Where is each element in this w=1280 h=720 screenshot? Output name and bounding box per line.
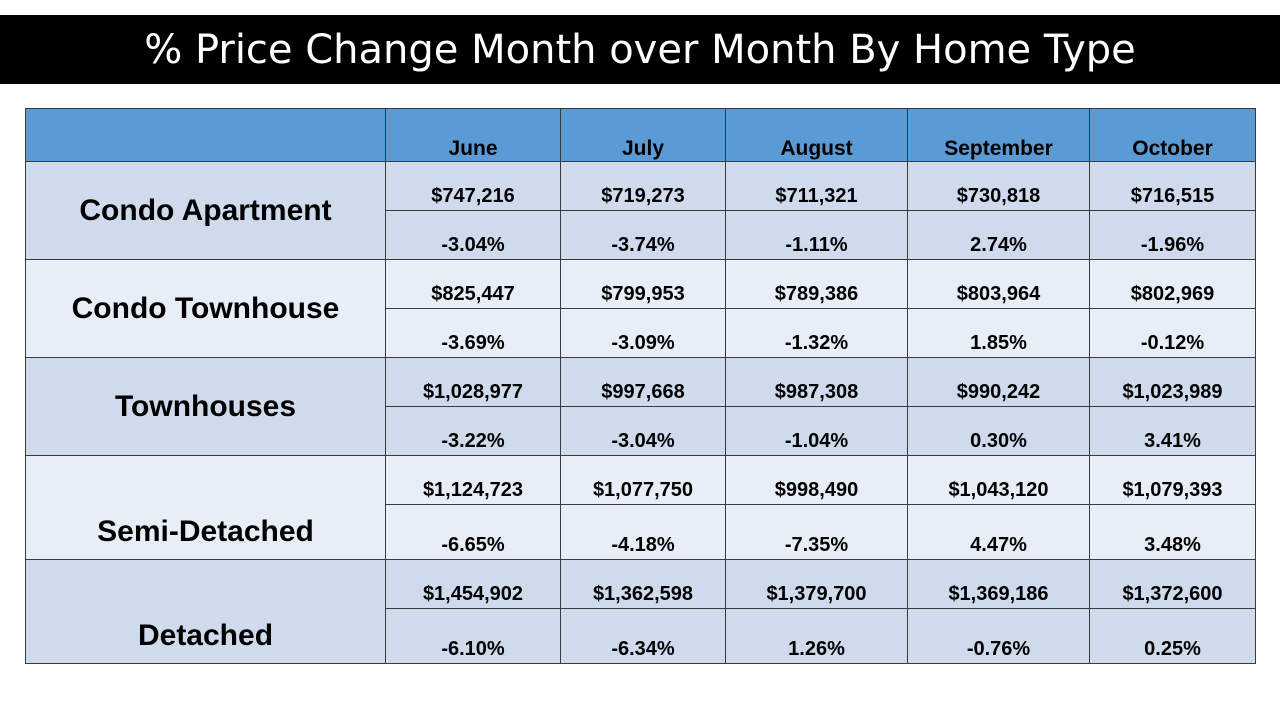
change-cell: 3.41% xyxy=(1089,406,1256,456)
change-row: -6.65% -4.18% -7.35% 4.47% 3.48% xyxy=(26,504,1256,560)
change-cell: -0.12% xyxy=(1089,308,1256,358)
price-cell: $803,964 xyxy=(907,259,1090,309)
home-type-label: Semi-Detached xyxy=(25,455,386,560)
header-month: August xyxy=(725,108,908,162)
price-cell: $1,028,977 xyxy=(385,357,561,407)
price-cell: $998,490 xyxy=(725,455,908,505)
home-type-label: Detached xyxy=(25,559,386,664)
change-cell: -1.04% xyxy=(725,406,908,456)
page-title: % Price Change Month over Month By Home … xyxy=(144,26,1136,73)
header-month: July xyxy=(560,108,726,162)
change-cell: 3.48% xyxy=(1089,504,1256,560)
price-cell: $802,969 xyxy=(1089,259,1256,309)
price-change-table: June July August September October Condo… xyxy=(25,108,1256,664)
price-cell: $730,818 xyxy=(907,161,1090,211)
change-cell: -4.18% xyxy=(560,504,726,560)
header-month: September xyxy=(907,108,1090,162)
price-cell: $997,668 xyxy=(560,357,726,407)
header-row: June July August September October xyxy=(25,108,1256,162)
change-cell: -6.10% xyxy=(385,608,561,664)
price-cell: $1,077,750 xyxy=(560,455,726,505)
home-type-label: Condo Apartment xyxy=(25,161,386,260)
home-type-label: Condo Townhouse xyxy=(25,259,386,358)
price-row: Condo Apartment $747,216 $719,273 $711,3… xyxy=(25,161,1256,260)
change-cell: 0.25% xyxy=(1089,608,1256,664)
change-cell: -1.11% xyxy=(725,210,908,260)
change-cell: -6.65% xyxy=(385,504,561,560)
price-row: Semi-Detached $1,124,723 $1,077,750 $998… xyxy=(25,455,1256,560)
change-row: -3.69% -3.09% -1.32% 1.85% -0.12% xyxy=(26,308,1256,358)
change-cell: 1.26% xyxy=(725,608,908,664)
price-cell: $1,372,600 xyxy=(1089,559,1256,609)
price-row: Detached $1,454,902 $1,362,598 $1,379,70… xyxy=(25,559,1256,664)
change-cell: -3.04% xyxy=(560,406,726,456)
change-cell: -3.22% xyxy=(385,406,561,456)
home-type-label: Townhouses xyxy=(25,357,386,456)
change-cell: 4.47% xyxy=(907,504,1090,560)
header-month: June xyxy=(385,108,561,162)
price-cell: $990,242 xyxy=(907,357,1090,407)
price-cell: $747,216 xyxy=(385,161,561,211)
price-cell: $1,369,186 xyxy=(907,559,1090,609)
price-row: Condo Townhouse $825,447 $799,953 $789,3… xyxy=(25,259,1256,358)
change-row: -6.10% -6.34% 1.26% -0.76% 0.25% xyxy=(26,608,1256,664)
price-cell: $789,386 xyxy=(725,259,908,309)
change-cell: -3.74% xyxy=(560,210,726,260)
change-cell: 1.85% xyxy=(907,308,1090,358)
price-cell: $1,043,120 xyxy=(907,455,1090,505)
change-cell: -3.69% xyxy=(385,308,561,358)
change-cell: -1.32% xyxy=(725,308,908,358)
change-cell: 2.74% xyxy=(907,210,1090,260)
price-cell: $799,953 xyxy=(560,259,726,309)
price-cell: $987,308 xyxy=(725,357,908,407)
change-cell: 0.30% xyxy=(907,406,1090,456)
change-cell: -3.09% xyxy=(560,308,726,358)
price-cell: $711,321 xyxy=(725,161,908,211)
change-cell: -6.34% xyxy=(560,608,726,664)
price-cell: $719,273 xyxy=(560,161,726,211)
price-row: Townhouses $1,028,977 $997,668 $987,308 … xyxy=(25,357,1256,456)
price-cell: $716,515 xyxy=(1089,161,1256,211)
price-cell: $1,079,393 xyxy=(1089,455,1256,505)
price-cell: $1,379,700 xyxy=(725,559,908,609)
change-row: -3.04% -3.74% -1.11% 2.74% -1.96% xyxy=(26,210,1256,260)
change-cell: -3.04% xyxy=(385,210,561,260)
price-cell: $1,362,598 xyxy=(560,559,726,609)
title-bar: % Price Change Month over Month By Home … xyxy=(0,15,1280,84)
price-cell: $1,023,989 xyxy=(1089,357,1256,407)
header-month: October xyxy=(1089,108,1256,162)
change-cell: -0.76% xyxy=(907,608,1090,664)
header-blank-cell xyxy=(25,108,386,162)
price-cell: $1,124,723 xyxy=(385,455,561,505)
price-cell: $825,447 xyxy=(385,259,561,309)
change-cell: -7.35% xyxy=(725,504,908,560)
change-cell: -1.96% xyxy=(1089,210,1256,260)
price-cell: $1,454,902 xyxy=(385,559,561,609)
change-row: -3.22% -3.04% -1.04% 0.30% 3.41% xyxy=(26,406,1256,456)
